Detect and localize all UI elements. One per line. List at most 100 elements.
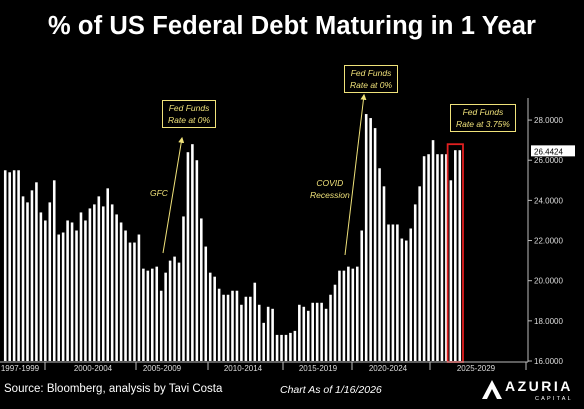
bar — [177, 262, 181, 361]
bar — [364, 114, 368, 361]
bar — [12, 170, 16, 361]
bar — [382, 186, 386, 361]
annotation-gfc: GFC — [150, 187, 168, 199]
y-tick-label: 24.0000 — [534, 196, 563, 205]
bar — [338, 270, 341, 361]
bar — [351, 268, 355, 361]
bar — [396, 224, 399, 361]
y-axis: 28.0000 26.0000 24.0000 22.0000 20.0000 18.00… — [527, 98, 575, 366]
bar — [204, 246, 208, 361]
bar — [240, 304, 243, 361]
bar — [400, 238, 404, 361]
bar — [142, 268, 145, 361]
bar — [217, 288, 221, 361]
bar — [306, 310, 310, 361]
bar — [302, 306, 306, 361]
bar — [17, 170, 20, 361]
annotation-fed-funds-2025: Fed Funds Rate at 3.75% — [450, 104, 516, 132]
bar — [324, 308, 328, 361]
bar — [97, 196, 101, 361]
bar — [186, 152, 190, 361]
chart-date-note: Chart As of 1/16/2026 — [280, 384, 382, 396]
bar — [182, 216, 185, 361]
bar — [373, 128, 377, 361]
x-tick-label: 2000-2004 — [74, 364, 113, 373]
bar — [422, 156, 426, 361]
bar — [231, 290, 234, 361]
bar — [445, 154, 448, 361]
last-value-box — [531, 145, 575, 157]
bar — [75, 230, 78, 361]
bar — [26, 202, 29, 361]
bar — [257, 304, 261, 361]
x-tick-label: 2010-2014 — [224, 364, 263, 373]
bar — [3, 170, 7, 361]
logo-wordmark: AZURIA — [505, 378, 573, 394]
bar — [137, 234, 141, 361]
bar — [342, 270, 346, 361]
bar — [315, 302, 319, 361]
bar — [61, 232, 65, 361]
bar — [378, 168, 381, 361]
bar — [200, 218, 203, 361]
bar — [253, 282, 257, 361]
logo-subtitle: CAPITAL — [535, 396, 573, 402]
bar — [226, 294, 230, 361]
bar — [449, 180, 453, 361]
bar — [440, 154, 444, 361]
x-tick-label: 2015-2019 — [299, 364, 338, 373]
annotation-arrows — [162, 93, 367, 256]
bar — [391, 224, 395, 361]
bar — [79, 212, 83, 361]
bar — [44, 220, 47, 361]
bar — [355, 266, 359, 361]
bar — [213, 276, 216, 361]
bar — [30, 190, 34, 361]
bar — [173, 256, 176, 361]
bar — [191, 144, 194, 361]
bar — [146, 270, 150, 361]
bar — [119, 222, 123, 361]
annotation-line: COVID — [316, 178, 344, 188]
bar — [93, 204, 96, 361]
bar — [418, 186, 421, 361]
bar — [222, 294, 225, 361]
bar — [21, 196, 25, 361]
last-value-label: 26.4424 — [534, 147, 563, 156]
bar — [329, 294, 332, 361]
x-tick-label: 1997-1999 — [1, 364, 40, 373]
bar — [413, 204, 417, 361]
bar — [101, 206, 105, 361]
bar — [133, 242, 136, 361]
bar — [195, 160, 199, 361]
bar — [39, 212, 43, 361]
bar — [409, 228, 413, 361]
bar — [88, 208, 92, 361]
bar — [436, 154, 439, 361]
y-tick-label: 26.0000 — [534, 156, 563, 165]
annotation-covid: COVID Recession — [310, 177, 350, 201]
annotation-line: Rate at 0% — [350, 80, 393, 90]
annotation-line: Recession — [310, 190, 350, 200]
bar — [387, 224, 390, 361]
bar — [275, 334, 279, 361]
bar — [70, 222, 74, 361]
bar — [320, 302, 323, 361]
bar — [155, 266, 159, 361]
arrow-covid — [344, 93, 367, 256]
bar — [57, 234, 60, 361]
bar — [454, 150, 457, 361]
x-tick-label: 2020-2024 — [369, 364, 408, 373]
x-tick-label: 2005-2009 — [143, 364, 182, 373]
azuria-mark-icon — [482, 380, 502, 399]
annotation-line: Fed Funds — [462, 107, 504, 117]
bar — [284, 334, 288, 361]
bar — [35, 182, 38, 361]
annotation-line: Rate at 3.75% — [456, 119, 510, 129]
annotation-line: Rate at 0% — [168, 115, 211, 125]
annotation-fed-funds-2020: Fed Funds Rate at 0% — [344, 65, 399, 93]
y-tick-label: 20.0000 — [534, 277, 563, 286]
bar — [159, 290, 163, 361]
source-note: Source: Bloomberg, analysis by Tavi Cost… — [4, 383, 223, 395]
bar — [164, 272, 167, 361]
